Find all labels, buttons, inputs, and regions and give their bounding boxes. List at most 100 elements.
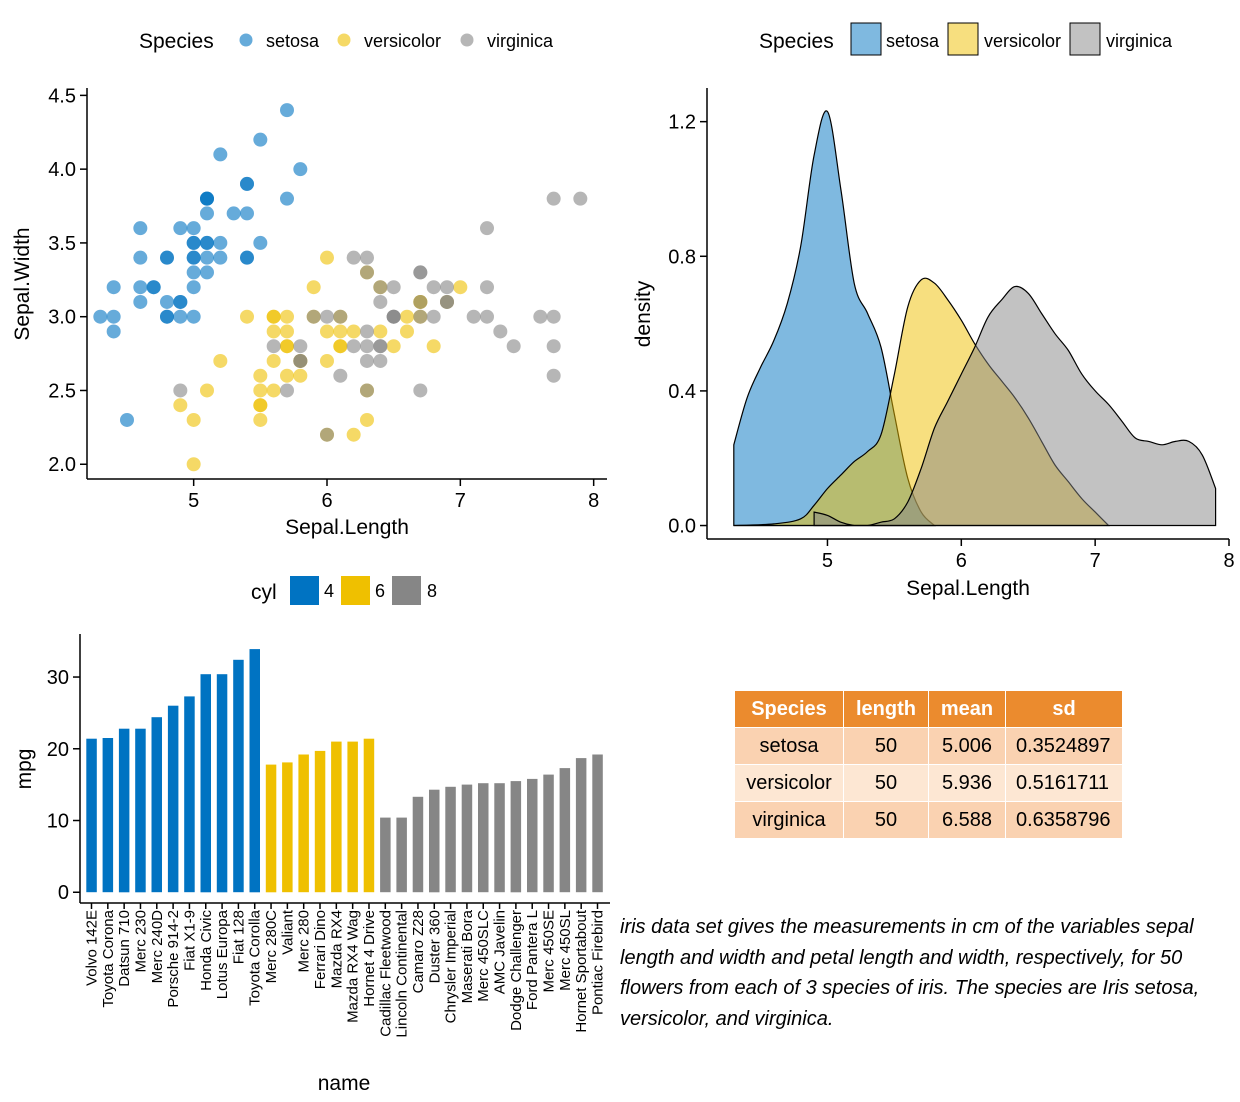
density-y-tick-label: 0.4 bbox=[668, 381, 696, 403]
bar bbox=[396, 817, 407, 893]
density-plot: Species setosa versicolor virginica 5 6 7 8… bbox=[632, 22, 1235, 600]
bar bbox=[494, 783, 505, 893]
scatter-point-virginica bbox=[413, 265, 428, 280]
bar-x-tick-label: AMC Javelin bbox=[492, 910, 509, 994]
scatter-point-versicolor bbox=[426, 339, 441, 354]
bar-x-tick-label: Maserati Bora bbox=[459, 909, 476, 1003]
scatter-point-versicolor bbox=[306, 280, 321, 295]
bar-x-tick-label: Merc 230 bbox=[133, 910, 150, 973]
scatter-point-versicolor bbox=[386, 339, 401, 354]
scatter-point-versicolor bbox=[293, 368, 308, 383]
scatter-point-versicolor bbox=[333, 324, 348, 339]
scatter-point-virginica bbox=[533, 309, 548, 324]
scatter-point-versicolor bbox=[320, 324, 334, 339]
bar-x-tick-label: Cadillac Fleetwood bbox=[377, 910, 394, 1037]
bar-x-tick-label: Duster 360 bbox=[426, 910, 443, 983]
scatter-point-setosa bbox=[200, 250, 214, 265]
table-cell: 0.3524897 bbox=[1005, 727, 1123, 765]
scatter-point-setosa bbox=[240, 206, 254, 221]
scatter-point-setosa bbox=[186, 235, 201, 250]
density-y-tick-label: 1.2 bbox=[668, 112, 696, 134]
bar-x-tick-label: Honda Civic bbox=[198, 910, 215, 991]
scatter-point-versicolor bbox=[200, 383, 214, 398]
bar bbox=[347, 741, 358, 893]
table-cell: 5.936 bbox=[928, 764, 1006, 802]
table-row: versicolor 50 5.936 0.5161711 bbox=[734, 764, 1123, 802]
scatter-point-versicolor bbox=[280, 339, 294, 354]
scatter-point-setosa bbox=[293, 162, 308, 177]
bar bbox=[167, 705, 179, 893]
scatter-point-versicolor bbox=[253, 383, 268, 398]
density-legend: Species setosa versicolor virginica bbox=[759, 22, 1173, 56]
scatter-point-versicolor bbox=[186, 412, 201, 427]
scatter-legend: Species setosa versicolor virginica bbox=[139, 30, 554, 53]
scatter-point-virginica bbox=[320, 309, 334, 324]
scatter-legend-label-setosa: setosa bbox=[266, 31, 320, 51]
bar-x-tick-label: Dodge Challenger bbox=[508, 910, 525, 1031]
scatter-point-setosa bbox=[186, 265, 201, 280]
bar bbox=[478, 783, 489, 893]
scatter-point-virginica bbox=[573, 191, 588, 206]
bar-legend-key-6 bbox=[341, 576, 370, 605]
scatter-point-versicolor bbox=[346, 427, 361, 442]
scatter-point-virginica bbox=[546, 368, 561, 383]
scatter-point-versicolor bbox=[320, 353, 334, 368]
bar bbox=[86, 738, 97, 893]
bar-x-tick-label: Merc 280C bbox=[263, 910, 280, 984]
scatter-point-virginica bbox=[360, 339, 374, 354]
bar bbox=[265, 764, 277, 893]
table-cell: setosa bbox=[734, 727, 844, 765]
bar bbox=[412, 796, 424, 893]
scatter-point-setosa bbox=[93, 309, 108, 324]
bar-y-tick-label: 0 bbox=[58, 882, 69, 904]
scatter-point-setosa bbox=[160, 250, 174, 265]
scatter-y-tick-label: 2.5 bbox=[48, 380, 76, 402]
scatter-point-virginica bbox=[546, 191, 561, 206]
table-cell: versicolor bbox=[734, 764, 844, 802]
bar-chart: cyl 4 6 8 0 10 20 30 Volvo 142E Toyota Coron… bbox=[13, 576, 610, 1095]
bar-x-tick-label: Pontiac Firebird bbox=[590, 910, 607, 1015]
bar-x-tick-label: Lotus Europa bbox=[214, 909, 231, 999]
scatter-point-virginica bbox=[293, 353, 308, 368]
bar bbox=[200, 674, 211, 893]
scatter-point-versicolor bbox=[280, 309, 294, 324]
bar bbox=[380, 817, 391, 893]
bar bbox=[184, 696, 195, 893]
density-legend-label-virginica: virginica bbox=[1106, 31, 1173, 51]
bar-legend-label-6: 6 bbox=[375, 581, 385, 601]
scatter-point-versicolor bbox=[280, 324, 294, 339]
table-cell: 50 bbox=[843, 727, 929, 765]
scatter-point-versicolor bbox=[253, 412, 268, 427]
scatter-point-setosa bbox=[200, 206, 214, 221]
bar bbox=[151, 717, 162, 893]
bar-x-tick-label: Hornet 4 Drive bbox=[361, 910, 378, 1007]
scatter-point-virginica bbox=[413, 383, 428, 398]
scatter-x-tick-label: 6 bbox=[321, 490, 332, 512]
table-header-cell: length bbox=[843, 690, 929, 728]
scatter-point-virginica bbox=[440, 280, 454, 295]
scatter-point-setosa bbox=[240, 250, 254, 265]
scatter-y-tick-label: 4.5 bbox=[48, 85, 76, 107]
bar bbox=[233, 659, 244, 893]
scatter-point-setosa bbox=[133, 221, 148, 236]
scatter-point-virginica bbox=[480, 221, 494, 236]
scatter-point-setosa bbox=[186, 221, 201, 236]
scatter-point-virginica bbox=[360, 324, 374, 339]
scatter-point-setosa bbox=[213, 250, 228, 265]
scatter-point-virginica bbox=[413, 309, 428, 324]
bar bbox=[575, 758, 587, 893]
bar-x-tick-label: Camaro Z28 bbox=[410, 910, 427, 993]
scatter-point-versicolor bbox=[240, 309, 254, 324]
table-cell: 50 bbox=[843, 764, 929, 802]
scatter-point-setosa bbox=[213, 147, 228, 162]
scatter-point-virginica bbox=[320, 427, 334, 442]
scatter-point-virginica bbox=[333, 309, 348, 324]
scatter-point-versicolor bbox=[213, 353, 228, 368]
scatter-ticks: 5 6 7 8 2.0 2.5 3.0 3.5 4.0 4.5 bbox=[48, 85, 599, 512]
scatter-point-virginica bbox=[506, 339, 521, 354]
scatter-plot: Species setosa versicolor virginica 5 6 7 8… bbox=[11, 30, 607, 539]
bar-x-tick-label: Volvo 142E bbox=[84, 910, 101, 986]
scatter-point-setosa bbox=[106, 309, 121, 324]
bar-ticks: 0 10 20 30 bbox=[47, 667, 599, 909]
scatter-point-setosa bbox=[133, 294, 148, 309]
